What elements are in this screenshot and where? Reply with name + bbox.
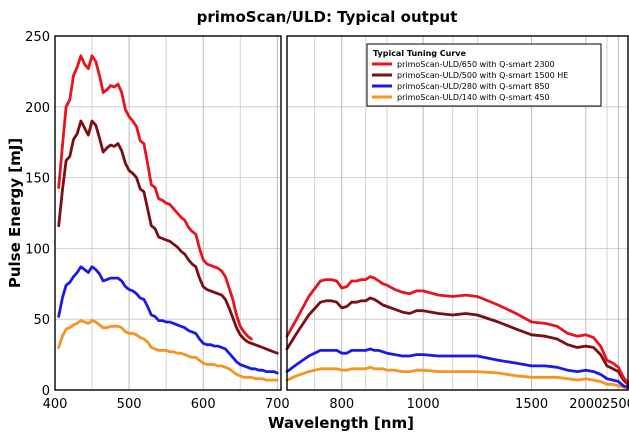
x-tick-label-1-0: 800 xyxy=(329,397,354,412)
x-tick-label-1-3: 2000 xyxy=(569,397,602,412)
x-tick-label-1-2: 1500 xyxy=(515,397,548,412)
legend-entry-0: primoScan-ULD/650 with Q-smart 2300 xyxy=(397,60,555,69)
series-line-2-panel-1 xyxy=(285,347,629,389)
series-line-1-panel-0 xyxy=(57,119,279,355)
legend-entry-2: primoScan-ULD/280 with Q-smart 850 xyxy=(397,82,550,91)
series-line-3-panel-1 xyxy=(285,365,629,391)
x-tick-label-1-1: 1000 xyxy=(407,397,440,412)
y-tick-label-0: 0 xyxy=(42,384,50,399)
legend-entry-3: primoScan-ULD/140 with Q-smart 450 xyxy=(397,93,550,102)
x-tick-label-0-0: 400 xyxy=(43,397,68,412)
series-line-0-panel-1 xyxy=(285,275,629,385)
right-panel-frame xyxy=(286,35,629,391)
x-axis-label: Wavelength [nm] xyxy=(268,414,414,432)
series-line-2-panel-0 xyxy=(57,265,279,375)
legend-entry-1: primoScan-ULD/500 with Q-smart 1500 HE xyxy=(397,71,568,80)
left-panel-frame xyxy=(54,35,282,391)
series-line-3-panel-0 xyxy=(57,319,279,382)
series-layer xyxy=(57,54,629,391)
x-tick-label-0-2: 600 xyxy=(191,397,216,412)
y-axis-label: Pulse Energy [mJ] xyxy=(6,138,24,288)
legend-title: Typical Tuning Curve xyxy=(373,49,467,58)
series-line-1-panel-1 xyxy=(285,296,629,386)
tick-layer: 0 50 100 150 200 250 400 500 600 700 800 1000 1500 20… xyxy=(25,30,629,412)
series-line-0-panel-0 xyxy=(57,54,253,341)
y-tick-label-2: 100 xyxy=(25,242,50,257)
x-tick-label-0-1: 500 xyxy=(117,397,142,412)
y-tick-label-5: 250 xyxy=(25,30,50,45)
legend: Typical Tuning Curve primoScan-ULD/650 w… xyxy=(366,43,602,107)
legend-box xyxy=(366,43,602,107)
chart-title: primoScan/ULD: Typical output xyxy=(197,8,458,26)
y-tick-label-1: 50 xyxy=(33,313,50,328)
x-tick-label-1-4: 2500 xyxy=(602,397,629,412)
legend-entries: primoScan-ULD/650 with Q-smart 2300 primo… xyxy=(372,60,568,102)
x-tick-label-0-3: 700 xyxy=(265,397,290,412)
y-tick-label-4: 200 xyxy=(25,101,50,116)
y-tick-label-3: 150 xyxy=(25,172,50,187)
